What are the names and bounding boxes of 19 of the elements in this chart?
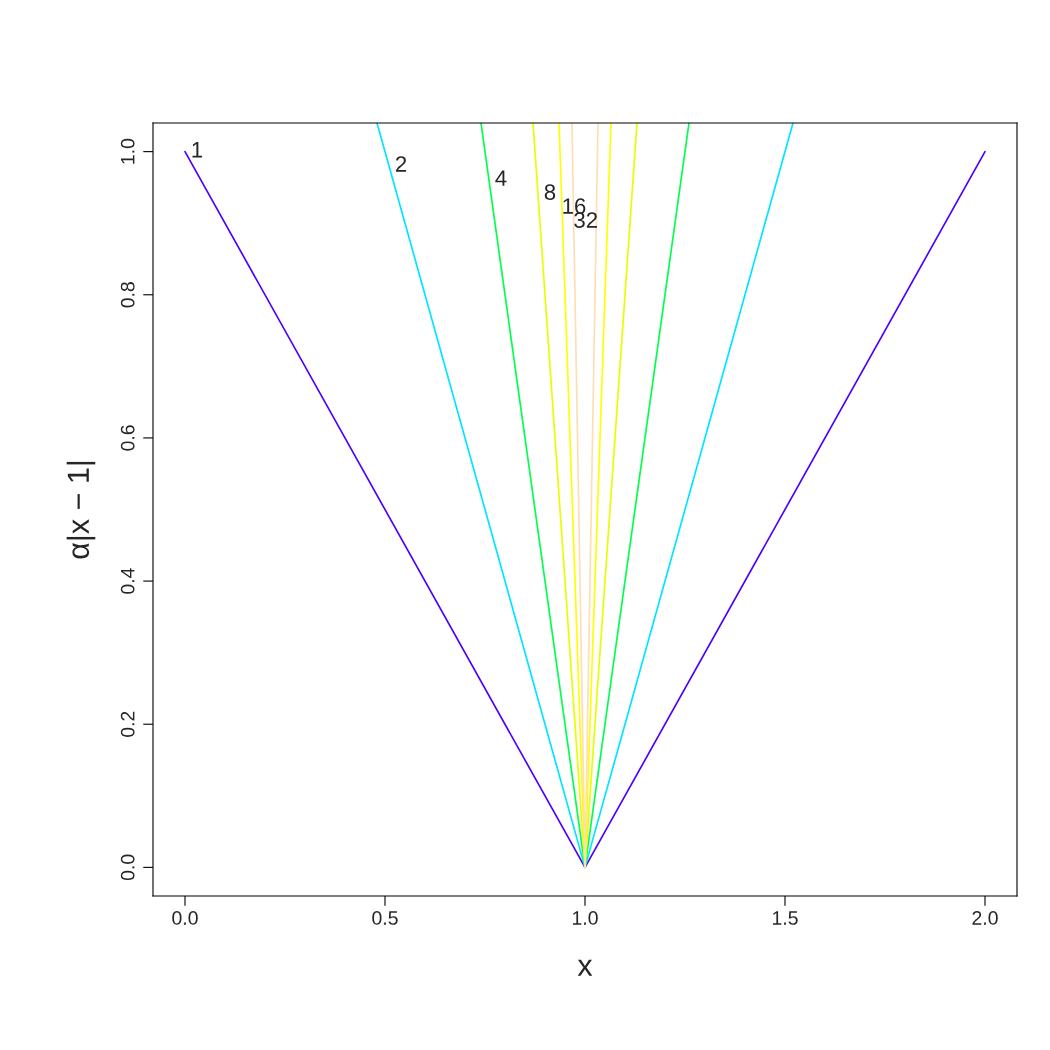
- y-tick-label: 0.8: [120, 282, 135, 308]
- series-label: 1: [192, 142, 203, 158]
- y-tick-label: 0.2: [120, 711, 135, 737]
- x-tick-label: 0.0: [172, 911, 198, 925]
- x-axis-title: x: [577, 959, 593, 976]
- series-label: 32: [574, 212, 597, 228]
- x-tick-label: 0.5: [372, 911, 398, 925]
- y-tick-label: 0.0: [120, 854, 135, 881]
- series-label: 8: [544, 184, 556, 200]
- series-label: 16: [563, 198, 586, 214]
- y-tick-label: 1.0: [120, 138, 135, 164]
- x-tick-label: 1.0: [572, 911, 598, 925]
- y-tick-label: 0.4: [120, 568, 135, 594]
- y-tick-label: 0.6: [120, 425, 135, 451]
- x-tick-label: 2.0: [972, 911, 998, 925]
- x-tick-label: 1.5: [772, 911, 798, 925]
- series-label: 4: [495, 170, 507, 186]
- y-axis-title: α|x − 1|: [66, 461, 96, 559]
- series-label: 2: [395, 156, 407, 172]
